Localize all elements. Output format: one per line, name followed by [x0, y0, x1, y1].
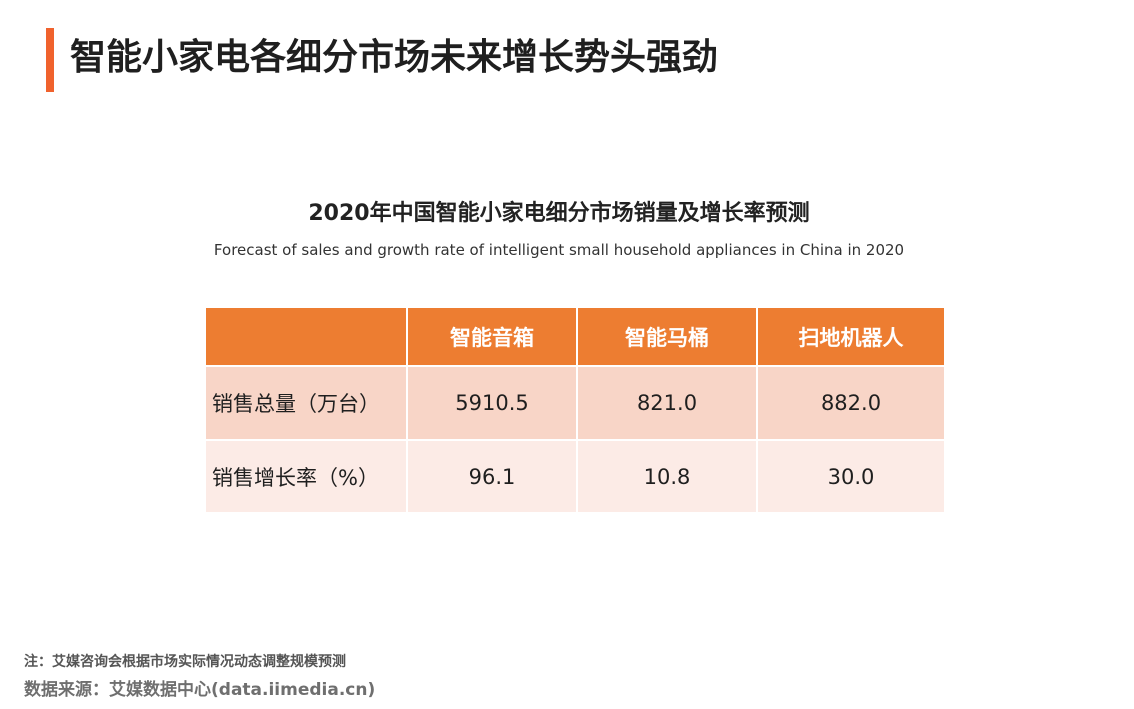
page-title: 智能小家电各细分市场未来增长势头强劲: [70, 37, 719, 78]
table-cell: 882.0: [756, 365, 946, 441]
table-header-row: 智能音箱 智能马桶 扫地机器人: [204, 306, 946, 367]
table-cell: 30.0: [756, 439, 946, 514]
footnote: 注：艾媒咨询会根据市场实际情况动态调整规模预测: [24, 654, 346, 670]
header-cell-empty: [204, 306, 408, 367]
header-cell-smart-toilet: 智能马桶: [576, 306, 758, 367]
row-label-growth-rate: 销售增长率（%）: [204, 439, 408, 514]
table-cell: 96.1: [406, 439, 578, 514]
row-label-sales-volume: 销售总量（万台）: [204, 365, 408, 441]
header-cell-robot-vacuum: 扫地机器人: [756, 306, 946, 367]
chart-subtitle: Forecast of sales and growth rate of int…: [213, 241, 905, 259]
chart-title: 2020年中国智能小家电细分市场销量及增长率预测: [308, 201, 810, 226]
table-row-sales-volume: 销售总量（万台） 5910.5 821.0 882.0: [204, 365, 946, 441]
header-cell-smart-speaker: 智能音箱: [406, 306, 578, 367]
table-cell: 5910.5: [406, 365, 578, 441]
title-accent-bar: [46, 28, 54, 92]
table-cell: 821.0: [576, 365, 758, 441]
data-source: 数据来源：艾媒数据中心(data.iimedia.cn): [24, 680, 376, 700]
table-cell: 10.8: [576, 439, 758, 514]
table-row-growth-rate: 销售增长率（%） 96.1 10.8 30.0: [204, 439, 946, 514]
data-table: 智能音箱 智能马桶 扫地机器人 销售总量（万台） 5910.5 821.0 88…: [204, 306, 946, 514]
